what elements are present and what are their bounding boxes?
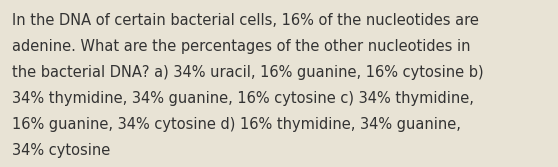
Text: the bacterial DNA? a) 34% uracil, 16% guanine, 16% cytosine b): the bacterial DNA? a) 34% uracil, 16% gu… xyxy=(12,65,484,80)
Text: 16% guanine, 34% cytosine d) 16% thymidine, 34% guanine,: 16% guanine, 34% cytosine d) 16% thymidi… xyxy=(12,117,461,132)
Text: In the DNA of certain bacterial cells, 16% of the nucleotides are: In the DNA of certain bacterial cells, 1… xyxy=(12,13,479,28)
Text: 34% thymidine, 34% guanine, 16% cytosine c) 34% thymidine,: 34% thymidine, 34% guanine, 16% cytosine… xyxy=(12,91,474,106)
Text: 34% cytosine: 34% cytosine xyxy=(12,143,110,158)
Text: adenine. What are the percentages of the other nucleotides in: adenine. What are the percentages of the… xyxy=(12,39,471,54)
